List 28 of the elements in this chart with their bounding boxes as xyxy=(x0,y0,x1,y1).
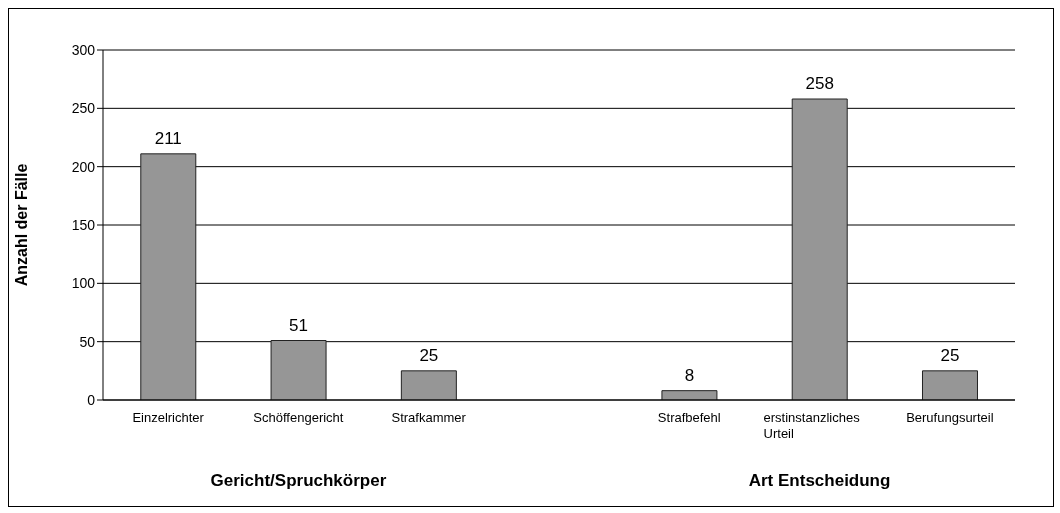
x-tick-label: Schöffengericht xyxy=(253,410,344,425)
y-axis-title: Anzahl der Fälle xyxy=(12,163,30,287)
y-tick-label: 250 xyxy=(71,100,96,117)
bar xyxy=(791,98,848,400)
y-tick-label: 150 xyxy=(71,216,96,233)
y-tick-label: 300 xyxy=(71,41,96,58)
data-label: 25 xyxy=(419,345,439,365)
bar xyxy=(922,370,978,400)
text: Gericht/Spruchkörper xyxy=(209,471,388,491)
x-tick-label: Einzelrichter xyxy=(132,410,205,425)
y-tick-label: 50 xyxy=(79,333,96,350)
bar xyxy=(400,370,457,400)
y-tick-label: 100 xyxy=(71,275,96,292)
data-label: 25 xyxy=(940,345,960,365)
x-tick-label: erstinstanzliches Urteil xyxy=(763,410,861,441)
x-tick-label: Strafbefehl xyxy=(657,410,721,425)
bar xyxy=(140,153,197,400)
data-label: 51 xyxy=(289,315,309,335)
y-tick-label: 200 xyxy=(71,158,96,175)
bar xyxy=(661,390,718,400)
bar xyxy=(270,340,327,400)
x-tick-label: Berufungsurteil xyxy=(906,410,994,425)
data-label: 8 xyxy=(684,365,695,385)
x-tick-label: Strafkammer xyxy=(391,410,467,425)
data-label: 258 xyxy=(805,74,834,93)
text: Art Entscheidung xyxy=(747,471,892,491)
data-label: 211 xyxy=(154,128,182,148)
y-tick-label: 0 xyxy=(87,391,96,408)
